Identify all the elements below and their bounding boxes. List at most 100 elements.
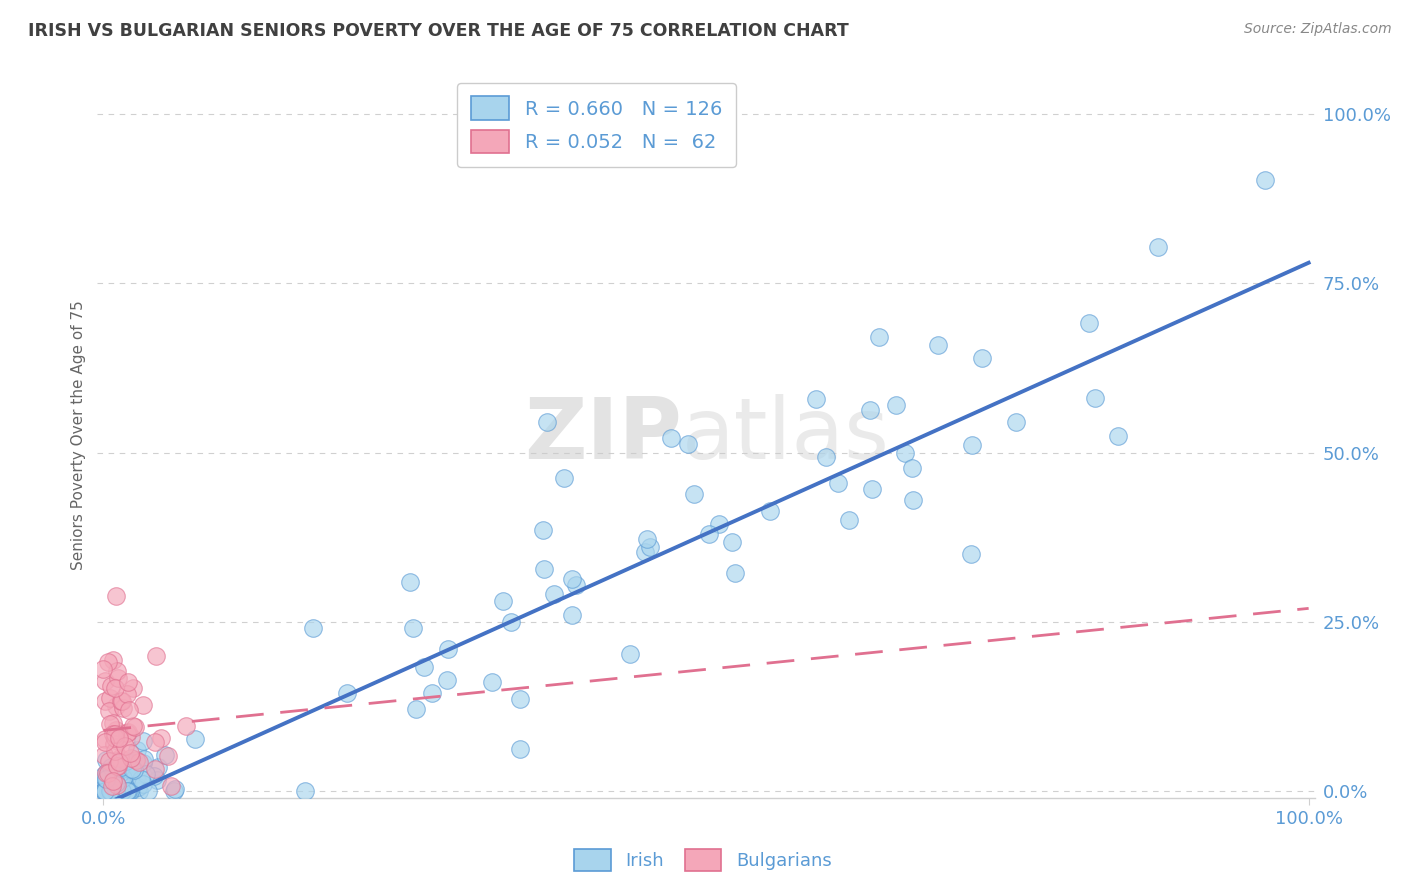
- Point: [125, 771, 148, 785]
- Point: [98, 690, 121, 705]
- Point: [132, 752, 155, 766]
- Point: [413, 660, 436, 674]
- Point: [117, 762, 139, 776]
- Point: [98, 770, 121, 784]
- Point: [146, 760, 169, 774]
- Point: [107, 759, 129, 773]
- Point: [682, 486, 704, 500]
- Point: [120, 784, 142, 798]
- Point: [94, 771, 117, 785]
- Point: [115, 784, 138, 798]
- Point: [565, 578, 588, 592]
- Point: [436, 673, 458, 688]
- Point: [619, 647, 641, 661]
- Point: [155, 748, 177, 763]
- Point: [97, 704, 120, 718]
- Point: [117, 784, 139, 798]
- Point: [886, 398, 908, 412]
- Point: [1084, 391, 1107, 405]
- Point: [110, 694, 132, 708]
- Point: [93, 770, 115, 784]
- Point: [97, 784, 120, 798]
- Point: [163, 782, 186, 797]
- Point: [1146, 240, 1168, 254]
- Point: [162, 784, 184, 798]
- Point: [827, 476, 849, 491]
- Point: [105, 776, 128, 790]
- Text: IRISH VS BULGARIAN SENIORS POVERTY OVER THE AGE OF 75 CORRELATION CHART: IRISH VS BULGARIAN SENIORS POVERTY OVER …: [28, 22, 849, 40]
- Point: [107, 671, 129, 685]
- Point: [959, 547, 981, 561]
- Point: [96, 766, 118, 780]
- Point: [104, 727, 127, 741]
- Point: [110, 760, 132, 774]
- Point: [100, 765, 122, 780]
- Point: [105, 723, 128, 737]
- Point: [93, 784, 115, 798]
- Point: [114, 739, 136, 753]
- Legend: R = 0.660   N = 126, R = 0.052   N =  62: R = 0.660 N = 126, R = 0.052 N = 62: [457, 83, 735, 167]
- Point: [100, 716, 122, 731]
- Point: [536, 415, 558, 429]
- Point: [93, 747, 115, 762]
- Point: [437, 641, 460, 656]
- Point: [127, 780, 149, 795]
- Point: [143, 734, 166, 748]
- Point: [104, 681, 127, 695]
- Point: [125, 742, 148, 756]
- Point: [707, 516, 730, 531]
- Legend: Irish, Bulgarians: Irish, Bulgarians: [567, 842, 839, 879]
- Point: [146, 773, 169, 788]
- Point: [117, 674, 139, 689]
- Point: [336, 685, 359, 699]
- Point: [174, 719, 197, 733]
- Point: [634, 545, 657, 559]
- Point: [104, 772, 127, 786]
- Point: [120, 746, 142, 760]
- Point: [93, 784, 115, 798]
- Text: atlas: atlas: [682, 394, 890, 477]
- Point: [94, 693, 117, 707]
- Point: [100, 679, 122, 693]
- Point: [110, 766, 132, 780]
- Point: [94, 782, 117, 797]
- Point: [103, 737, 125, 751]
- Point: [720, 534, 742, 549]
- Point: [184, 732, 207, 747]
- Point: [115, 754, 138, 768]
- Point: [901, 493, 924, 508]
- Point: [636, 532, 658, 546]
- Point: [94, 784, 117, 798]
- Point: [100, 784, 122, 798]
- Point: [117, 725, 139, 739]
- Point: [124, 720, 146, 734]
- Point: [132, 777, 155, 791]
- Point: [509, 692, 531, 706]
- Point: [120, 751, 142, 765]
- Point: [115, 687, 138, 701]
- Point: [160, 780, 183, 794]
- Point: [553, 471, 575, 485]
- Point: [138, 784, 160, 798]
- Point: [111, 771, 134, 785]
- Text: ZIP: ZIP: [524, 394, 682, 477]
- Point: [492, 594, 515, 608]
- Point: [108, 784, 131, 798]
- Point: [759, 504, 782, 518]
- Point: [405, 702, 427, 716]
- Point: [118, 756, 141, 771]
- Point: [501, 615, 523, 629]
- Text: Source: ZipAtlas.com: Source: ZipAtlas.com: [1244, 22, 1392, 37]
- Point: [129, 772, 152, 786]
- Point: [142, 769, 165, 783]
- Point: [1078, 317, 1101, 331]
- Point: [1004, 415, 1026, 429]
- Point: [97, 655, 120, 669]
- Point: [302, 621, 325, 635]
- Point: [659, 431, 682, 445]
- Point: [398, 574, 420, 589]
- Point: [94, 784, 117, 798]
- Point: [108, 750, 131, 764]
- Point: [294, 784, 316, 798]
- Point: [105, 665, 128, 679]
